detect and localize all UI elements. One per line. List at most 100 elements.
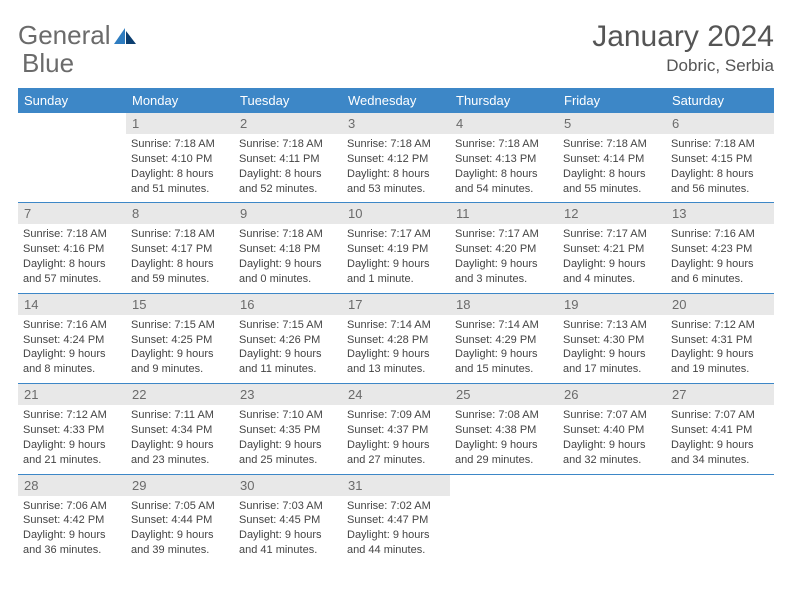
day-cell: Sunrise: 7:06 AMSunset: 4:42 PMDaylight:… (18, 496, 126, 564)
sunset-text: Sunset: 4:16 PM (23, 242, 121, 257)
sunrise-text: Sunrise: 7:12 AM (23, 408, 121, 423)
daylight-text-2: and 25 minutes. (239, 453, 337, 468)
day-number: 8 (126, 203, 234, 225)
day-cell: Sunrise: 7:11 AMSunset: 4:34 PMDaylight:… (126, 405, 234, 474)
day-body-row: Sunrise: 7:16 AMSunset: 4:24 PMDaylight:… (18, 315, 774, 384)
daylight-text-1: Daylight: 8 hours (131, 167, 229, 182)
daylight-text-1: Daylight: 9 hours (455, 347, 553, 362)
daylight-text-1: Daylight: 8 hours (347, 167, 445, 182)
daylight-text-2: and 55 minutes. (563, 182, 661, 197)
daylight-text-1: Daylight: 9 hours (239, 528, 337, 543)
day-body-row: Sunrise: 7:18 AM Sunset: 4:16 PM Daylight:… (18, 224, 774, 293)
day-cell: Sunrise: 7:12 AMSunset: 4:33 PMDaylight:… (18, 405, 126, 474)
sunset-text: Sunset: 4:19 PM (347, 242, 445, 257)
daylight-text-1: Daylight: 9 hours (563, 257, 661, 272)
day-number-row: 14151617181920 (18, 293, 774, 315)
sunset-text: Sunset: 4:38 PM (455, 423, 553, 438)
day-number: 14 (18, 293, 126, 315)
sunrise-text: Sunrise: 7:18 AM (671, 137, 769, 152)
weekday-header: Tuesday (234, 88, 342, 113)
daylight-text-2: and 11 minutes. (239, 362, 337, 377)
sunrise-text: Sunrise: 7:18 AM (131, 227, 229, 242)
day-number: 1 (126, 113, 234, 134)
day-number: 21 (18, 384, 126, 406)
day-cell: Sunrise: 7:02 AMSunset: 4:47 PMDaylight:… (342, 496, 450, 564)
daylight-text-1: Daylight: 9 hours (455, 257, 553, 272)
day-cell: Sunrise: 7:15 AMSunset: 4:26 PMDaylight:… (234, 315, 342, 384)
sunrise-text: Sunrise: 7:17 AM (455, 227, 553, 242)
day-cell: Sunrise: 7:18 AMSunset: 4:12 PMDaylight:… (342, 134, 450, 203)
day-number: 4 (450, 113, 558, 134)
title-block: January 2024 Dobric, Serbia (592, 20, 774, 76)
daylight-text-1: Daylight: 9 hours (23, 528, 121, 543)
sunset-text: Sunset: 4:28 PM (347, 333, 445, 348)
day-number: 26 (558, 384, 666, 406)
sunrise-text: Sunrise: 7:14 AM (455, 318, 553, 333)
day-body-row: Sunrise: 7:18 AMSunset: 4:10 PMDaylight:… (18, 134, 774, 203)
daylight-text-2: and 36 minutes. (23, 543, 121, 558)
day-cell: Sunrise: 7:08 AMSunset: 4:38 PMDaylight:… (450, 405, 558, 474)
day-number: 28 (18, 474, 126, 496)
sunrise-text: Sunrise: 7:18 AM (239, 227, 337, 242)
daylight-text-2: and 8 minutes. (23, 362, 121, 377)
sunrise-text: Sunrise: 7:17 AM (563, 227, 661, 242)
day-number: 5 (558, 113, 666, 134)
day-number: 27 (666, 384, 774, 406)
weekday-header: Monday (126, 88, 234, 113)
sunrise-text: Sunrise: 7:13 AM (563, 318, 661, 333)
sunset-text: Sunset: 4:34 PM (131, 423, 229, 438)
daylight-text-1: Daylight: 9 hours (239, 438, 337, 453)
daylight-text-1: Daylight: 9 hours (347, 347, 445, 362)
weekday-header: Sunday (18, 88, 126, 113)
daylight-text-1: Daylight: 8 hours (671, 167, 769, 182)
daylight-text-2: and 54 minutes. (455, 182, 553, 197)
sunrise-text: Sunrise: 7:07 AM (563, 408, 661, 423)
day-body-row: Sunrise: 7:12 AMSunset: 4:33 PMDaylight:… (18, 405, 774, 474)
daylight-text-1: Daylight: 9 hours (671, 257, 769, 272)
daylight-text-1: Daylight: 9 hours (563, 438, 661, 453)
daylight-text-2: and 34 minutes. (671, 453, 769, 468)
sunset-text: Sunset: 4:31 PM (671, 333, 769, 348)
day-cell: Sunrise: 7:12 AMSunset: 4:31 PMDaylight:… (666, 315, 774, 384)
sunrise-text: Sunrise: 7:02 AM (347, 499, 445, 514)
day-cell: Sunrise: 7:17 AMSunset: 4:20 PMDaylight:… (450, 224, 558, 293)
day-cell: Sunrise: 7:18 AMSunset: 4:14 PMDaylight:… (558, 134, 666, 203)
sunrise-text: Sunrise: 7:17 AM (347, 227, 445, 242)
daylight-text-1: Daylight: 9 hours (23, 438, 121, 453)
day-number-row: 123456 (18, 113, 774, 134)
sunrise-text: Sunrise: 7:11 AM (131, 408, 229, 423)
day-number: 31 (342, 474, 450, 496)
day-cell: Sunrise: 7:18 AMSunset: 4:18 PMDaylight:… (234, 224, 342, 293)
daylight-text-1: Daylight: 9 hours (131, 528, 229, 543)
daylight-text-2: and 19 minutes. (671, 362, 769, 377)
sunset-text: Sunset: 4:18 PM (239, 242, 337, 257)
day-cell: Sunrise: 7:09 AMSunset: 4:37 PMDaylight:… (342, 405, 450, 474)
daylight-text-2: and 29 minutes. (455, 453, 553, 468)
day-number: 17 (342, 293, 450, 315)
weekday-header: Friday (558, 88, 666, 113)
day-number: 20 (666, 293, 774, 315)
sunset-text: Sunset: 4:30 PM (563, 333, 661, 348)
daylight-text-2: and 44 minutes. (347, 543, 445, 558)
daylight-text-2: and 4 minutes. (563, 272, 661, 287)
weekday-header: Thursday (450, 88, 558, 113)
day-cell: Sunrise: 7:15 AMSunset: 4:25 PMDaylight:… (126, 315, 234, 384)
day-cell: Sunrise: 7:17 AMSunset: 4:19 PMDaylight:… (342, 224, 450, 293)
daylight-text-1: Daylight: 9 hours (347, 528, 445, 543)
sunrise-text: Sunrise: 7:05 AM (131, 499, 229, 514)
day-cell (666, 496, 774, 564)
weekday-header: Wednesday (342, 88, 450, 113)
daylight-text-2: and 59 minutes. (131, 272, 229, 287)
sunset-text: Sunset: 4:41 PM (671, 423, 769, 438)
sunrise-text: Sunrise: 7:08 AM (455, 408, 553, 423)
day-cell (558, 496, 666, 564)
day-body-row: Sunrise: 7:06 AMSunset: 4:42 PMDaylight:… (18, 496, 774, 564)
sunset-text: Sunset: 4:14 PM (563, 152, 661, 167)
daylight-text-2: and 56 minutes. (671, 182, 769, 197)
daylight-text-1: Daylight: 8 hours (239, 167, 337, 182)
sunset-text: Sunset: 4:47 PM (347, 513, 445, 528)
day-cell: Sunrise: 7:18 AMSunset: 4:13 PMDaylight:… (450, 134, 558, 203)
weekday-header-row: Sunday Monday Tuesday Wednesday Thursday… (18, 88, 774, 113)
daylight-text-1: Daylight: 9 hours (23, 347, 121, 362)
day-cell: Sunrise: 7:07 AMSunset: 4:40 PMDaylight:… (558, 405, 666, 474)
